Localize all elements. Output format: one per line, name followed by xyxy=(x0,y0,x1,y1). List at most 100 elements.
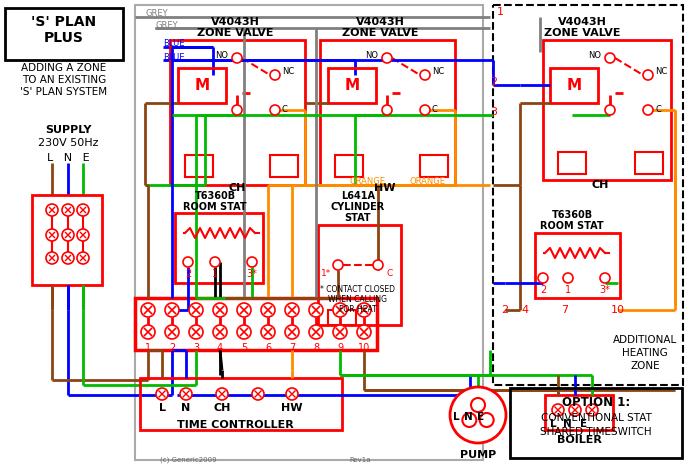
Text: V4043H: V4043H xyxy=(355,17,404,27)
Circle shape xyxy=(46,204,58,216)
Bar xyxy=(5,8,123,60)
Text: NC: NC xyxy=(432,67,444,76)
Text: 7: 7 xyxy=(289,343,295,353)
Circle shape xyxy=(270,70,280,80)
Circle shape xyxy=(605,105,615,115)
Circle shape xyxy=(552,404,564,416)
Circle shape xyxy=(62,204,74,216)
Bar xyxy=(318,225,401,325)
Text: 1*: 1* xyxy=(321,269,331,278)
Text: BLUE: BLUE xyxy=(163,38,184,47)
Circle shape xyxy=(232,105,242,115)
Text: PUMP: PUMP xyxy=(460,450,496,460)
Text: ROOM STAT: ROOM STAT xyxy=(183,202,247,212)
Text: E: E xyxy=(580,419,588,429)
Text: 1: 1 xyxy=(497,7,504,17)
Text: 'S' PLAN: 'S' PLAN xyxy=(32,15,97,29)
Text: 'S' PLAN SYSTEM: 'S' PLAN SYSTEM xyxy=(21,87,108,97)
Text: 2: 2 xyxy=(490,77,497,87)
Text: 2: 2 xyxy=(185,269,191,279)
Circle shape xyxy=(237,303,251,317)
Circle shape xyxy=(156,388,168,400)
Circle shape xyxy=(252,388,264,400)
Bar xyxy=(543,40,671,180)
Text: Rev1a: Rev1a xyxy=(349,457,371,463)
Circle shape xyxy=(373,260,383,270)
Circle shape xyxy=(77,204,89,216)
Text: C: C xyxy=(655,105,661,115)
Circle shape xyxy=(62,229,74,241)
Circle shape xyxy=(480,413,493,427)
Bar xyxy=(140,378,342,430)
Text: HW: HW xyxy=(282,403,303,413)
Circle shape xyxy=(600,273,610,283)
Circle shape xyxy=(141,303,155,317)
Circle shape xyxy=(286,388,298,400)
Bar xyxy=(635,152,663,174)
Circle shape xyxy=(569,404,581,416)
Circle shape xyxy=(232,53,242,63)
Circle shape xyxy=(189,303,203,317)
Bar xyxy=(335,155,363,177)
Text: ZONE: ZONE xyxy=(630,361,660,371)
Text: ZONE VALVE: ZONE VALVE xyxy=(544,28,620,38)
Circle shape xyxy=(333,325,347,339)
Circle shape xyxy=(165,325,179,339)
Text: * CONTACT CLOSED: * CONTACT CLOSED xyxy=(320,285,395,294)
Circle shape xyxy=(210,257,220,267)
Text: C: C xyxy=(432,105,438,115)
Text: N: N xyxy=(464,412,473,422)
Text: 8: 8 xyxy=(313,343,319,353)
Circle shape xyxy=(420,70,430,80)
Text: L: L xyxy=(453,412,460,422)
Text: PLUS: PLUS xyxy=(44,31,84,45)
Circle shape xyxy=(357,303,371,317)
Text: C: C xyxy=(282,105,288,115)
Text: CONVENTIONAL STAT: CONVENTIONAL STAT xyxy=(540,413,651,423)
Bar xyxy=(178,68,226,103)
Circle shape xyxy=(333,260,343,270)
Text: ZONE VALVE: ZONE VALVE xyxy=(342,28,418,38)
Text: 2: 2 xyxy=(540,285,546,295)
Circle shape xyxy=(270,105,280,115)
Circle shape xyxy=(309,325,323,339)
Text: SHARED TIMESWITCH: SHARED TIMESWITCH xyxy=(540,427,652,437)
Text: NC: NC xyxy=(282,67,294,76)
Circle shape xyxy=(357,325,371,339)
Bar xyxy=(170,40,305,185)
Circle shape xyxy=(62,252,74,264)
Circle shape xyxy=(46,252,58,264)
Bar xyxy=(558,152,586,174)
Text: GREY: GREY xyxy=(145,9,168,19)
Circle shape xyxy=(605,53,615,63)
Text: WHEN CALLING: WHEN CALLING xyxy=(328,295,388,305)
Text: NO: NO xyxy=(365,51,378,59)
Text: CYLINDER: CYLINDER xyxy=(331,202,385,212)
Text: GREY: GREY xyxy=(155,21,177,29)
Text: 1: 1 xyxy=(212,269,218,279)
Text: E: E xyxy=(477,412,484,422)
Text: 3*: 3* xyxy=(246,269,257,279)
Text: SUPPLY: SUPPLY xyxy=(45,125,91,135)
Circle shape xyxy=(141,325,155,339)
Text: NC: NC xyxy=(655,67,667,76)
Text: 3*: 3* xyxy=(600,285,611,295)
Text: T6360B: T6360B xyxy=(551,210,593,220)
Circle shape xyxy=(586,404,598,416)
Circle shape xyxy=(285,325,299,339)
Circle shape xyxy=(46,229,58,241)
Text: ORANGE: ORANGE xyxy=(410,177,446,187)
Text: ADDITIONAL: ADDITIONAL xyxy=(613,335,677,345)
Text: 5: 5 xyxy=(241,343,247,353)
Bar xyxy=(135,5,483,460)
Circle shape xyxy=(309,303,323,317)
Text: L: L xyxy=(159,403,166,413)
Bar xyxy=(320,40,455,185)
Circle shape xyxy=(643,70,653,80)
Text: M: M xyxy=(195,78,210,93)
Text: HEATING: HEATING xyxy=(622,348,668,358)
Circle shape xyxy=(180,388,192,400)
Circle shape xyxy=(237,325,251,339)
Text: 7: 7 xyxy=(562,305,569,315)
Text: STAT: STAT xyxy=(345,213,371,223)
